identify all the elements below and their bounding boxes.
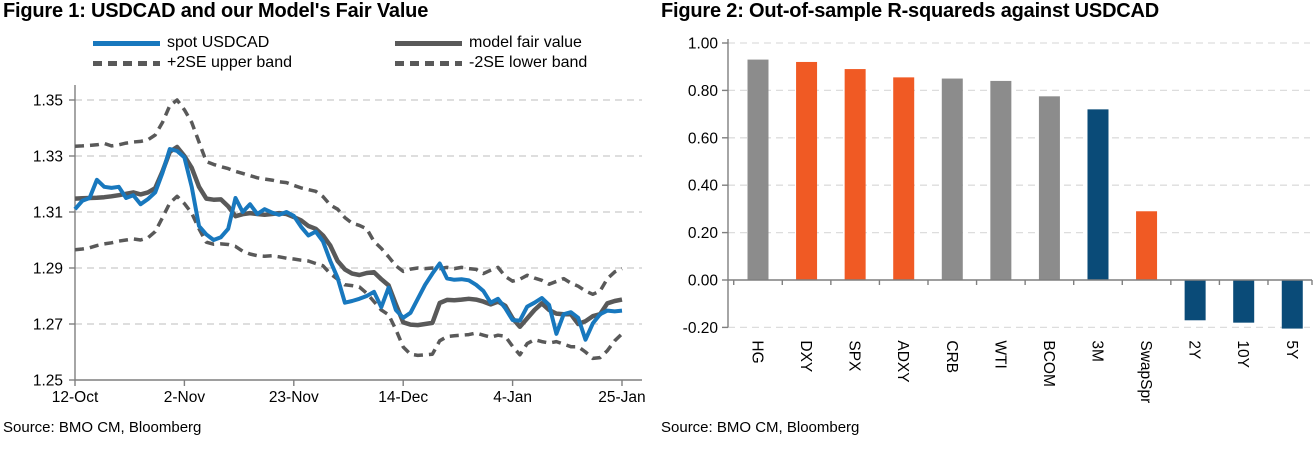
figure1-panel: Figure 1: USDCAD and our Model's Fair Va… xyxy=(3,0,646,436)
model-fair-value-line-swatch xyxy=(395,40,462,46)
svg-text:0.20: 0.20 xyxy=(688,225,719,242)
svg-text:4-Jan: 4-Jan xyxy=(493,389,532,406)
svg-text:2-Nov: 2-Nov xyxy=(164,389,206,406)
svg-text:1.35: 1.35 xyxy=(33,93,63,110)
svg-text:WTI: WTI xyxy=(991,340,1008,368)
svg-text:0.80: 0.80 xyxy=(688,83,719,100)
svg-text:1.33: 1.33 xyxy=(33,149,63,166)
svg-text:DXY: DXY xyxy=(797,340,814,372)
svg-text:12-Oct: 12-Oct xyxy=(52,389,99,406)
svg-text:3M: 3M xyxy=(1088,340,1105,362)
svg-text:14-Dec: 14-Dec xyxy=(378,389,428,406)
svg-text:SPX: SPX xyxy=(846,340,863,372)
legend-item-spot-usdcad: spot USDCAD xyxy=(93,34,269,52)
legend-item-lower-band: -2SE lower band xyxy=(395,54,587,72)
legend-item-upper-band: +2SE upper band xyxy=(93,54,292,72)
figure2-source: Source: BMO CM, Bloomberg xyxy=(661,419,860,436)
svg-text:25-Jan: 25-Jan xyxy=(598,389,645,406)
svg-text:CRB: CRB xyxy=(943,340,960,373)
svg-text:0.40: 0.40 xyxy=(688,178,719,195)
svg-text:BCOM: BCOM xyxy=(1040,340,1057,387)
legend-label: model fair value xyxy=(469,34,582,51)
svg-text:5Y: 5Y xyxy=(1283,340,1300,359)
lower-band-line-swatch xyxy=(395,60,462,66)
figure1-title: Figure 1: USDCAD and our Model's Fair Va… xyxy=(3,0,429,22)
svg-text:1.31: 1.31 xyxy=(33,205,63,222)
figure2-title: Figure 2: Out-of-sample R-squareds again… xyxy=(661,0,1160,22)
svg-text:0.00: 0.00 xyxy=(688,273,719,290)
svg-text:HG: HG xyxy=(749,340,766,363)
svg-text:1.27: 1.27 xyxy=(33,317,63,334)
legend-label: +2SE upper band xyxy=(167,54,292,71)
rsquared-bar-chart: 1.00 0.80 0.60 0.40 0.20 0.00 -0.20 HG DXY SPX ADX… xyxy=(683,36,1313,403)
spot-usdcad-line-swatch xyxy=(93,40,160,46)
svg-text:1.25: 1.25 xyxy=(33,373,63,390)
svg-text:-0.20: -0.20 xyxy=(683,320,719,337)
svg-text:10Y: 10Y xyxy=(1234,340,1251,368)
svg-text:23-Nov: 23-Nov xyxy=(269,389,319,406)
svg-text:SwapSpr: SwapSpr xyxy=(1137,340,1154,403)
svg-text:2Y: 2Y xyxy=(1186,340,1203,359)
svg-text:ADXY: ADXY xyxy=(894,340,911,382)
legend-label: spot USDCAD xyxy=(167,34,270,51)
legend-label: -2SE lower band xyxy=(469,54,588,71)
legend-item-model-fair-value: model fair value xyxy=(395,34,582,52)
figure1-source: Source: BMO CM, Bloomberg xyxy=(3,419,202,436)
svg-text:0.60: 0.60 xyxy=(688,130,719,147)
svg-text:1.00: 1.00 xyxy=(688,36,719,53)
figure2-panel: Figure 2: Out-of-sample R-squareds again… xyxy=(658,0,1316,452)
svg-text:1.29: 1.29 xyxy=(33,261,63,278)
upper-band-line-swatch xyxy=(93,60,160,66)
